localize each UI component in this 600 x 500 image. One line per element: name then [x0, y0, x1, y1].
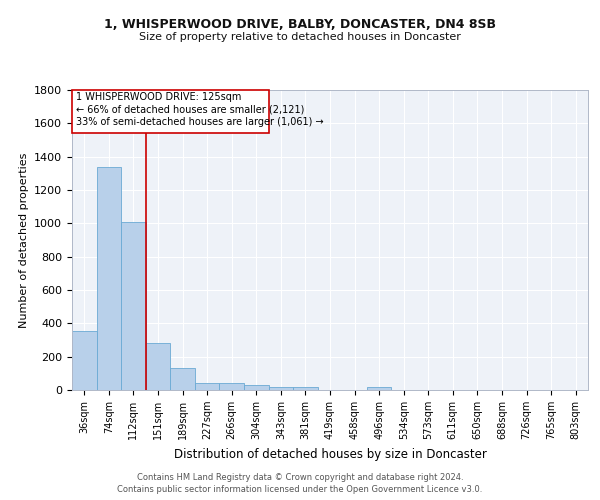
X-axis label: Distribution of detached houses by size in Doncaster: Distribution of detached houses by size … [173, 448, 487, 460]
Bar [220, 383, 244, 390]
Bar [244, 385, 269, 390]
Bar [121, 222, 146, 390]
Bar [367, 387, 391, 390]
Text: 33% of semi-detached houses are larger (1,061) →: 33% of semi-detached houses are larger (… [76, 116, 323, 126]
Bar [269, 387, 293, 390]
Text: Contains HM Land Registry data © Crown copyright and database right 2024.: Contains HM Land Registry data © Crown c… [137, 473, 463, 482]
Text: Contains public sector information licensed under the Open Government Licence v3: Contains public sector information licen… [118, 486, 482, 494]
Bar [97, 166, 121, 390]
FancyBboxPatch shape [72, 90, 269, 132]
Text: Size of property relative to detached houses in Doncaster: Size of property relative to detached ho… [139, 32, 461, 42]
Text: ← 66% of detached houses are smaller (2,121): ← 66% of detached houses are smaller (2,… [76, 104, 304, 115]
Y-axis label: Number of detached properties: Number of detached properties [19, 152, 29, 328]
Text: 1 WHISPERWOOD DRIVE: 125sqm: 1 WHISPERWOOD DRIVE: 125sqm [76, 92, 241, 102]
Bar [146, 342, 170, 390]
Bar [72, 331, 97, 390]
Bar [195, 383, 220, 390]
Text: 1, WHISPERWOOD DRIVE, BALBY, DONCASTER, DN4 8SB: 1, WHISPERWOOD DRIVE, BALBY, DONCASTER, … [104, 18, 496, 30]
Bar [293, 387, 318, 390]
Bar [170, 368, 195, 390]
